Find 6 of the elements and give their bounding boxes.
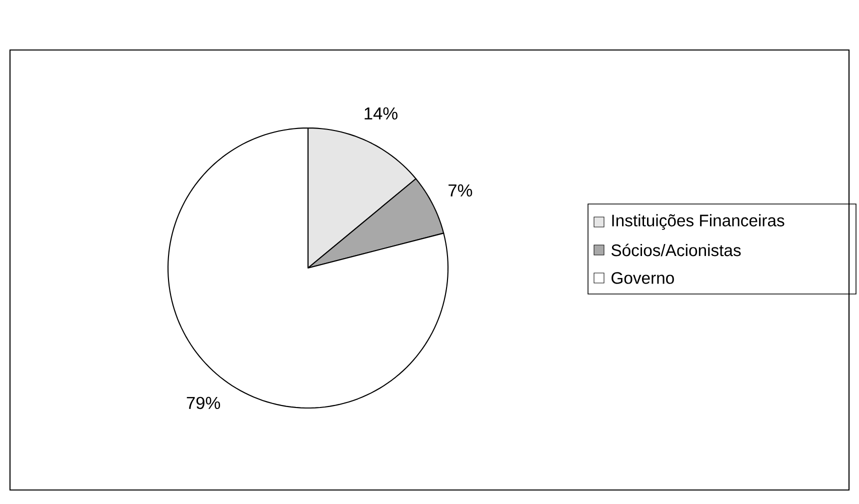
legend-label: Instituições Financeiras — [612, 214, 784, 230]
legend-label: Governo — [612, 272, 674, 284]
data-label: 79% — [186, 396, 220, 410]
data-label: 7% — [448, 184, 472, 197]
legend-label: Sócios/Acionistas — [611, 244, 741, 256]
data-label: 14% — [364, 107, 398, 120]
